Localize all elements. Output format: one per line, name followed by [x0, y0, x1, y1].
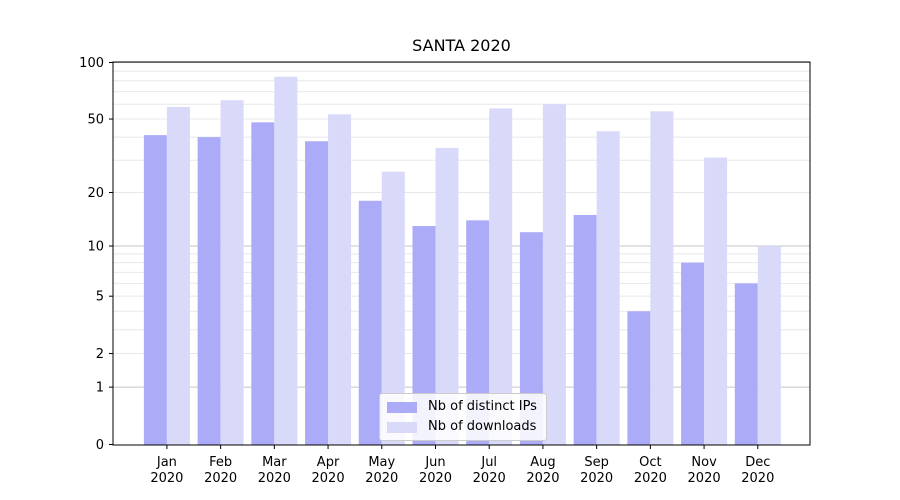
x-tick-label-month-feb: Feb	[209, 455, 232, 470]
bar-sep-distinct-ips	[573, 214, 597, 445]
y-tick-label-20: 20	[87, 186, 104, 201]
bar-jun-downloads	[435, 147, 459, 445]
bar-nov-downloads	[704, 157, 728, 445]
x-tick-label-month-may: May	[368, 455, 395, 470]
bar-dec-distinct-ips	[734, 283, 758, 445]
legend: Nb of distinct IPs Nb of downloads	[379, 393, 547, 441]
x-tick-label-year-feb: 2020	[204, 471, 237, 486]
axes-frame	[112, 61, 811, 446]
x-tick-label-month-jun: Jun	[424, 455, 445, 470]
x-tick-label-year-mar: 2020	[258, 471, 291, 486]
y-tick-label-100: 100	[79, 56, 104, 71]
bar-apr-downloads	[328, 114, 352, 445]
bar-mar-distinct-ips	[251, 122, 275, 445]
x-tick-label-year-sep: 2020	[580, 471, 613, 486]
x-tick-label-year-jul: 2020	[473, 471, 506, 486]
legend-swatch-downloads	[387, 421, 417, 433]
legend-swatch-distinct-ips	[387, 401, 417, 413]
bar-sep-downloads	[596, 131, 620, 445]
x-tick-label-month-oct: Oct	[639, 455, 661, 470]
bar-feb-distinct-ips	[197, 137, 221, 445]
x-tick-label-month-nov: Nov	[691, 455, 717, 470]
x-tick-label-month-dec: Dec	[745, 455, 770, 470]
bar-mar-downloads	[274, 76, 298, 446]
bar-oct-downloads	[650, 111, 674, 446]
bar-dec-downloads	[757, 246, 781, 445]
x-tick-label-year-may: 2020	[365, 471, 398, 486]
bar-oct-distinct-ips	[627, 311, 651, 445]
bar-may-downloads	[381, 171, 405, 445]
legend-entry-distinct-ips: Nb of distinct IPs	[387, 399, 537, 415]
bar-apr-distinct-ips	[305, 141, 329, 445]
bar-may-distinct-ips	[358, 200, 382, 445]
x-tick-label-year-nov: 2020	[688, 471, 721, 486]
bar-nov-distinct-ips	[681, 262, 705, 445]
x-tick-label-month-jan: Jan	[156, 455, 177, 470]
legend-label-distinct-ips: Nb of distinct IPs	[428, 399, 537, 414]
bar-feb-downloads	[220, 100, 244, 445]
x-tick-label-year-jun: 2020	[419, 471, 452, 486]
y-tick-label-5: 5	[96, 290, 104, 305]
x-tick-label-year-aug: 2020	[526, 471, 559, 486]
bar-aug-distinct-ips	[519, 232, 543, 445]
y-tick-label-50: 50	[87, 113, 104, 128]
y-tick-label-0: 0	[96, 438, 104, 453]
bar-jun-distinct-ips	[412, 226, 436, 445]
bar-jul-downloads	[489, 108, 513, 445]
chart-title: SANTA 2020	[412, 36, 511, 55]
x-tick-label-month-sep: Sep	[584, 455, 609, 470]
bar-aug-downloads	[542, 104, 566, 446]
x-tick-label-year-apr: 2020	[312, 471, 345, 486]
y-tick-label-2: 2	[96, 347, 104, 362]
x-tick-label-year-oct: 2020	[634, 471, 667, 486]
x-tick-label-month-aug: Aug	[530, 455, 555, 470]
y-tick-label-1: 1	[96, 381, 104, 396]
x-tick-label-year-jan: 2020	[150, 471, 183, 486]
x-tick-label-month-jul: Jul	[480, 455, 497, 470]
x-tick-label-year-dec: 2020	[741, 471, 774, 486]
bar-jul-distinct-ips	[466, 220, 490, 445]
legend-entry-downloads: Nb of downloads	[387, 419, 537, 435]
bar-jan-distinct-ips	[143, 135, 167, 445]
x-tick-label-month-apr: Apr	[317, 455, 340, 470]
bar-jan-downloads	[166, 106, 190, 445]
y-tick-label-10: 10	[87, 240, 104, 255]
x-tick-label-month-mar: Mar	[262, 455, 287, 470]
legend-label-downloads: Nb of downloads	[428, 419, 537, 434]
